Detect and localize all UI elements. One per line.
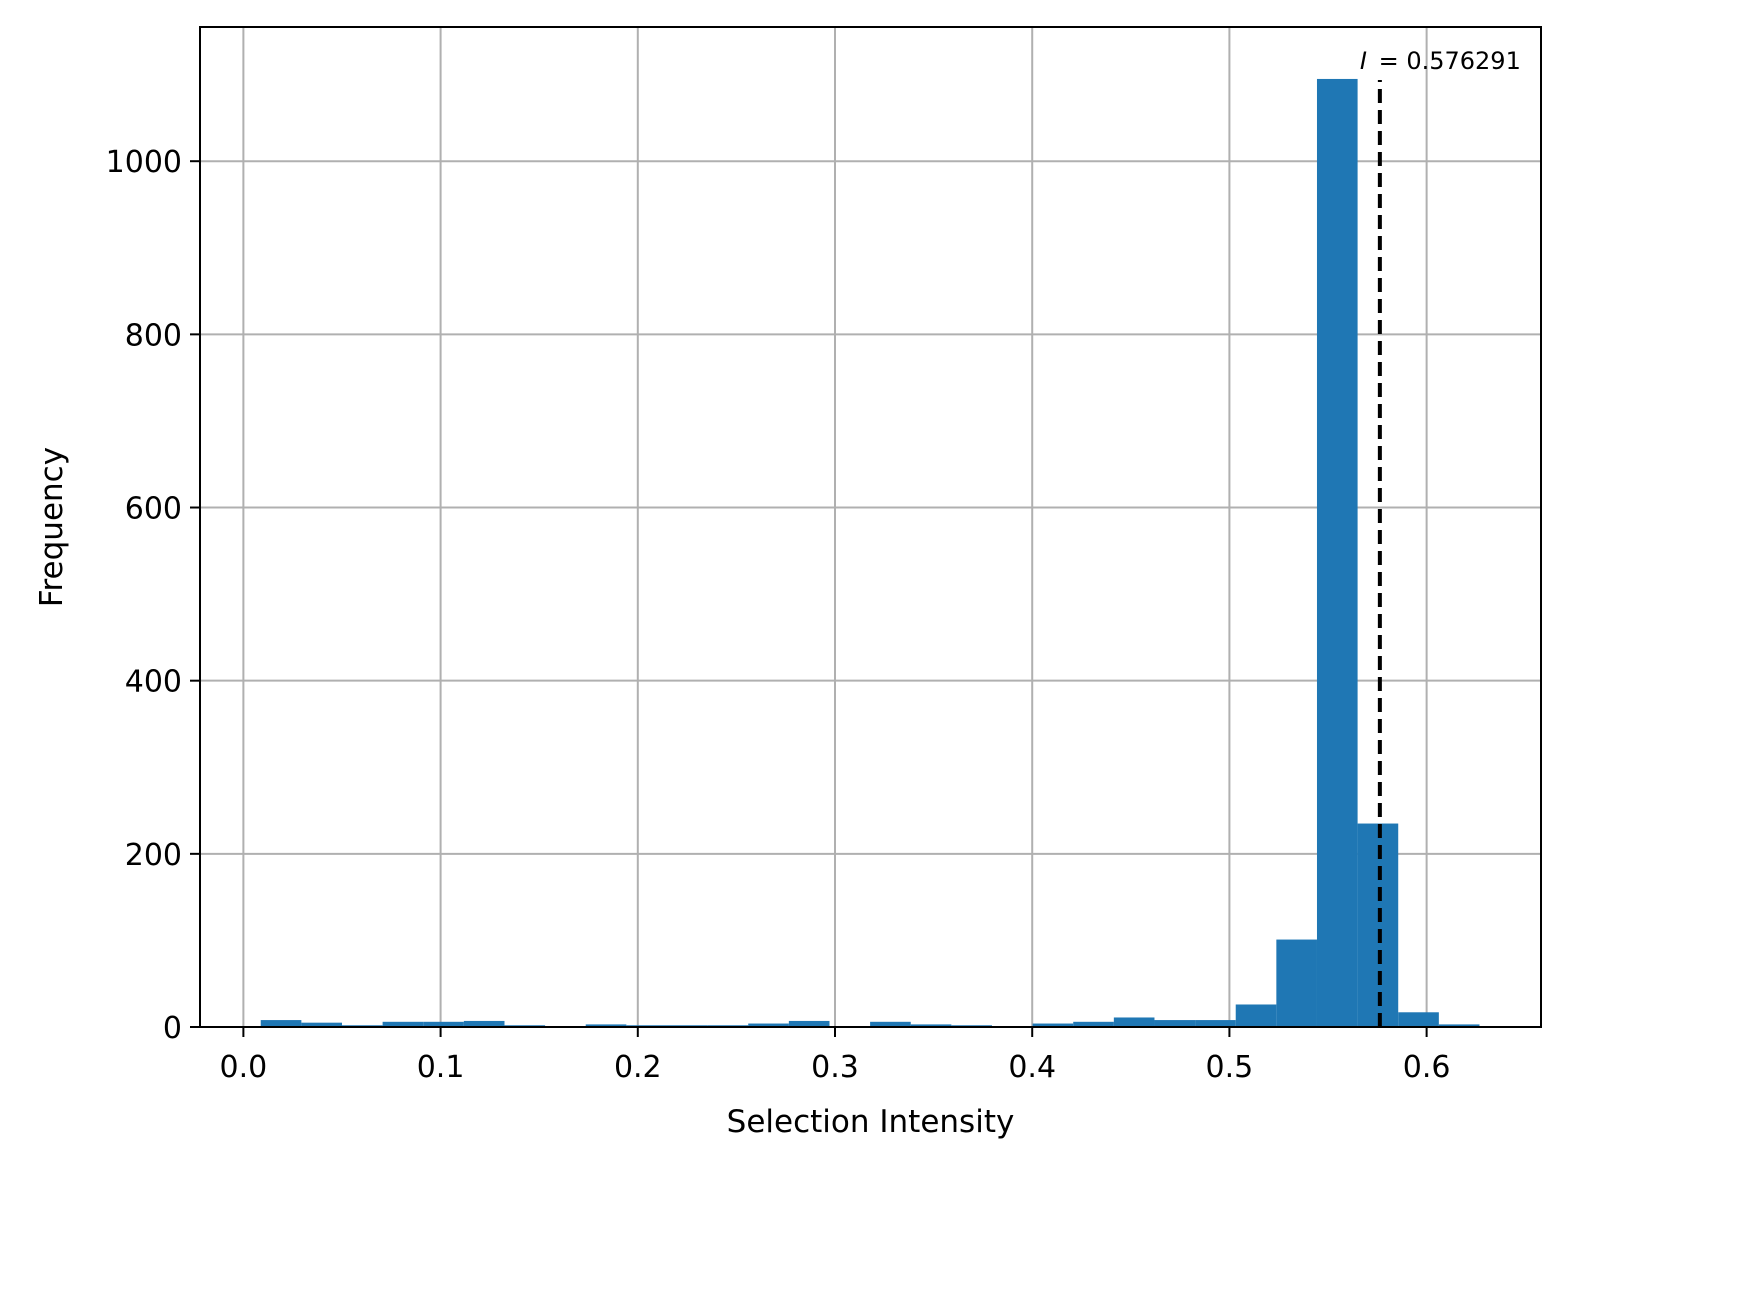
histogram-bar-0 — [260, 1020, 302, 1027]
x-axis-label: Selection Intensity — [727, 1104, 1015, 1140]
x-tick-label-0: 0.0 — [220, 1050, 268, 1085]
histogram-bar-19 — [1032, 1023, 1074, 1027]
histogram-bar-23 — [1195, 1020, 1236, 1027]
histogram-bar-28 — [1398, 1012, 1439, 1027]
histogram-bar-20 — [1073, 1021, 1114, 1027]
y-tick-label-0: 0 — [163, 1011, 182, 1046]
histogram-bar-5 — [463, 1020, 505, 1027]
histogram-bar-16 — [910, 1024, 952, 1027]
histogram-bar-3 — [382, 1021, 424, 1027]
histogram-bar-15 — [870, 1021, 911, 1027]
reference-line-label: I = 0.576291 — [1360, 47, 1521, 75]
histogram-bar-25 — [1276, 939, 1317, 1027]
x-tick-label-4: 0.4 — [1008, 1050, 1056, 1085]
plot-frame — [199, 26, 1542, 1028]
y-tick-label-5: 1000 — [106, 145, 182, 180]
x-tick-label-1: 0.1 — [417, 1050, 465, 1085]
x-tick-label-5: 0.5 — [1206, 1050, 1254, 1085]
y-axis-label: Frequency — [34, 447, 70, 607]
histogram-bar-21 — [1113, 1017, 1155, 1027]
x-axis-ticks: 0.0 0.1 0.2 0.3 0.4 0.5 0.6 — [220, 1027, 1451, 1085]
histogram-bar-29 — [1438, 1024, 1480, 1027]
x-tick-label-6: 0.6 — [1403, 1050, 1451, 1085]
y-tick-label-4: 800 — [125, 318, 182, 353]
reference-line-group: I = 0.576291 — [1360, 47, 1521, 1027]
histogram-bar-26 — [1316, 78, 1358, 1027]
y-tick-label-3: 600 — [125, 492, 182, 527]
histogram-bar-22 — [1154, 1020, 1196, 1027]
histogram-bar-24 — [1235, 1004, 1277, 1027]
histogram-bar-8 — [585, 1024, 627, 1027]
histogram-bar-13 — [788, 1020, 830, 1027]
histogram-bar-4 — [423, 1021, 464, 1027]
x-tick-label-3: 0.3 — [811, 1050, 859, 1085]
histogram-bar-1 — [301, 1022, 342, 1027]
x-tick-label-2: 0.2 — [614, 1050, 662, 1085]
y-tick-label-1: 200 — [125, 838, 182, 873]
y-tick-label-2: 400 — [125, 665, 182, 700]
reference-line-value: = 0.576291 — [1379, 47, 1521, 75]
y-axis-ticks: 0 200 400 600 800 1000 — [106, 145, 200, 1046]
reference-line-symbol: I — [1360, 47, 1367, 75]
histogram-bar-12 — [748, 1023, 789, 1027]
